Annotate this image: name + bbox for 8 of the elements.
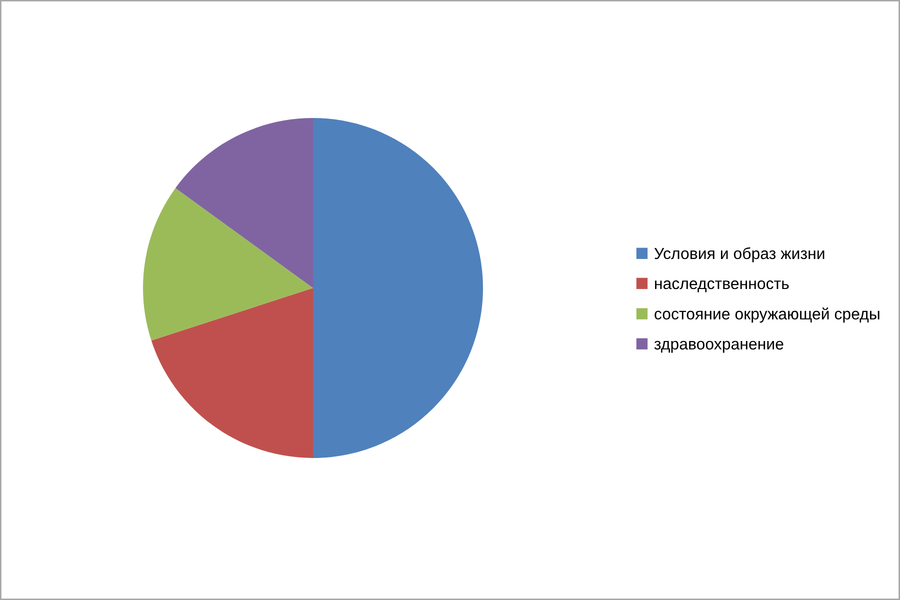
pie-slice	[313, 118, 483, 458]
pie-slice	[175, 118, 313, 288]
pie-slice	[151, 288, 313, 458]
legend-label: Условия и образ жизни	[654, 247, 824, 262]
legend-label: наследственность	[655, 280, 789, 292]
legend-label: состояние окружающей среды	[654, 308, 880, 323]
pie-slice	[143, 188, 313, 341]
legend-label: здравоохранение	[654, 340, 784, 353]
